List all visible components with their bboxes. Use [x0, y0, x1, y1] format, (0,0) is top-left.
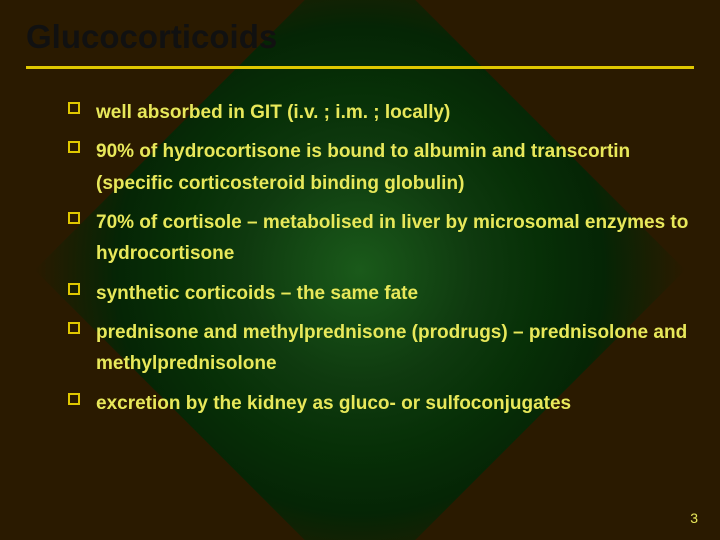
list-item: prednisone and methylprednisone (prodrug… — [68, 317, 694, 380]
bullet-icon — [68, 322, 80, 334]
list-item: 90% of hydrocortisone is bound to albumi… — [68, 136, 694, 199]
bullet-icon — [68, 102, 80, 114]
slide-title: Glucocorticoids — [26, 18, 694, 56]
bullet-text: well absorbed in GIT (i.v. ; i.m. ; loca… — [96, 97, 450, 128]
slide-content: Glucocorticoids well absorbed in GIT (i.… — [0, 0, 720, 540]
bullet-text: prednisone and methylprednisone (prodrug… — [96, 317, 694, 380]
bullet-text: 90% of hydrocortisone is bound to albumi… — [96, 136, 694, 199]
list-item: 70% of cortisole – metabolised in liver … — [68, 207, 694, 270]
list-item: excretion by the kidney as gluco- or sul… — [68, 388, 694, 419]
bullet-text: excretion by the kidney as gluco- or sul… — [96, 388, 571, 419]
bullet-text: synthetic corticoids – the same fate — [96, 278, 418, 309]
title-underline — [26, 66, 694, 69]
bullet-text: 70% of cortisole – metabolised in liver … — [96, 207, 694, 270]
slide: Glucocorticoids well absorbed in GIT (i.… — [0, 0, 720, 540]
bullet-icon — [68, 212, 80, 224]
bullet-icon — [68, 141, 80, 153]
bullet-icon — [68, 393, 80, 405]
list-item: well absorbed in GIT (i.v. ; i.m. ; loca… — [68, 97, 694, 128]
page-number: 3 — [690, 510, 698, 526]
bullet-icon — [68, 283, 80, 295]
list-item: synthetic corticoids – the same fate — [68, 278, 694, 309]
bullet-list: well absorbed in GIT (i.v. ; i.m. ; loca… — [26, 97, 694, 419]
